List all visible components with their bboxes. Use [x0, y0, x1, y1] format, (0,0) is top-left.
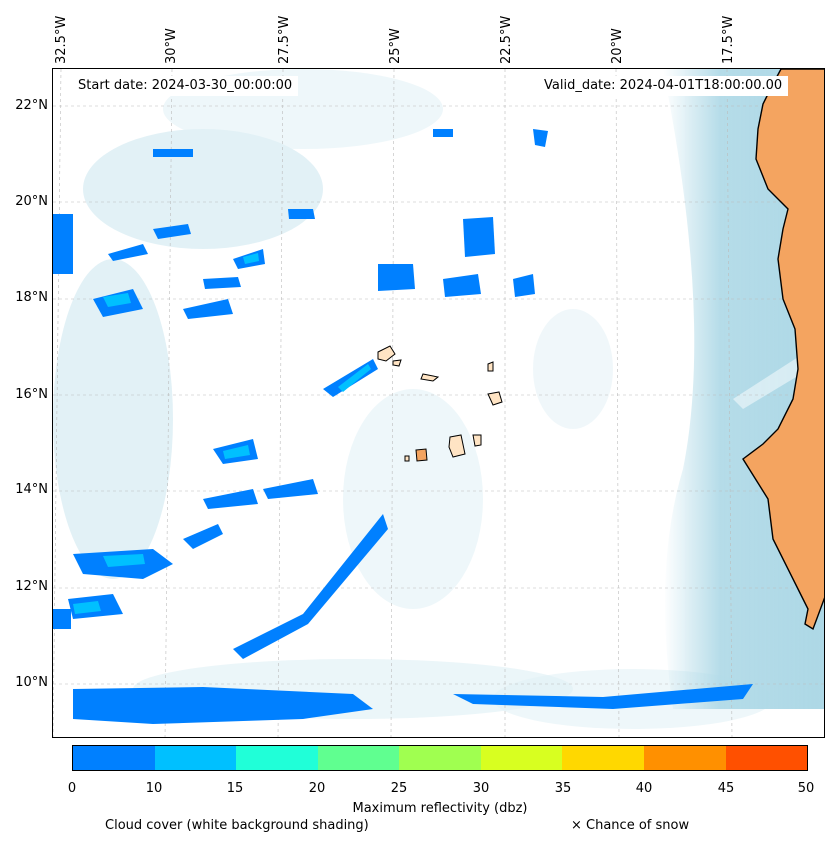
lat-label-20n: 20°N — [15, 194, 48, 209]
colorbar-tick-35: 35 — [554, 781, 572, 796]
map-canvas — [53, 69, 824, 737]
cloud-cover-shading — [53, 69, 773, 729]
colorbar-segment-20-25 — [317, 746, 400, 770]
colorbar-segment-15-20 — [236, 746, 318, 770]
reflectivity-high — [73, 253, 371, 614]
lon-label-20w: 20°W — [610, 28, 625, 64]
colorbar-segment-10-15 — [154, 746, 237, 770]
colorbar-segment-35-40 — [562, 746, 644, 770]
colorbar-segment-45-50 — [725, 746, 808, 770]
colorbar-tick-50: 50 — [797, 781, 815, 796]
lon-label-32-5w: 32.5°W — [54, 15, 69, 64]
colorbar-segment-30-35 — [480, 746, 563, 770]
reflectivity-patches — [53, 129, 753, 724]
colorbar-tick-20: 20 — [308, 781, 326, 796]
colorbar-tick-25: 25 — [390, 781, 408, 796]
map-panel[interactable] — [52, 68, 825, 738]
colorbar-segment-40-45 — [643, 746, 726, 770]
lat-label-12n: 12°N — [15, 579, 48, 594]
colorbar-tick-0: 0 — [67, 781, 77, 796]
reflectivity-colorbar — [72, 745, 808, 771]
colorbar-tick-45: 45 — [717, 781, 735, 796]
gridlines — [53, 69, 824, 737]
colorbar-segment-0-10 — [73, 746, 155, 770]
lon-label-22-5w: 22.5°W — [499, 15, 514, 64]
cape-verde-islands — [377, 345, 503, 462]
colorbar-segment-25-30 — [399, 746, 481, 770]
cloud-cover-note: Cloud cover (white background shading) — [105, 818, 369, 833]
lon-label-17-5w: 17.5°W — [721, 15, 736, 64]
valid-date-label: Valid_date: 2024-04-01T18:00:00.00 — [538, 76, 789, 96]
africa-landmass — [742, 69, 824, 631]
lon-label-30w: 30°W — [164, 28, 179, 64]
colorbar-tick-30: 30 — [472, 781, 490, 796]
lat-label-22n: 22°N — [15, 98, 48, 113]
snow-chance-note: × Chance of snow — [571, 818, 690, 833]
colorbar-tick-10: 10 — [145, 781, 163, 796]
colorbar-tick-15: 15 — [226, 781, 244, 796]
start-date-label: Start date: 2024-03-30_00:00:00 — [72, 76, 299, 96]
lon-label-25w: 25°W — [388, 28, 403, 64]
lat-label-10n: 10°N — [15, 675, 48, 690]
colorbar-title: Maximum reflectivity (dbz) — [352, 801, 528, 816]
lat-label-16n: 16°N — [15, 387, 48, 402]
lat-label-14n: 14°N — [15, 482, 48, 497]
colorbar-tick-40: 40 — [635, 781, 653, 796]
lat-label-18n: 18°N — [15, 290, 48, 305]
lon-label-27-5w: 27.5°W — [277, 15, 292, 64]
